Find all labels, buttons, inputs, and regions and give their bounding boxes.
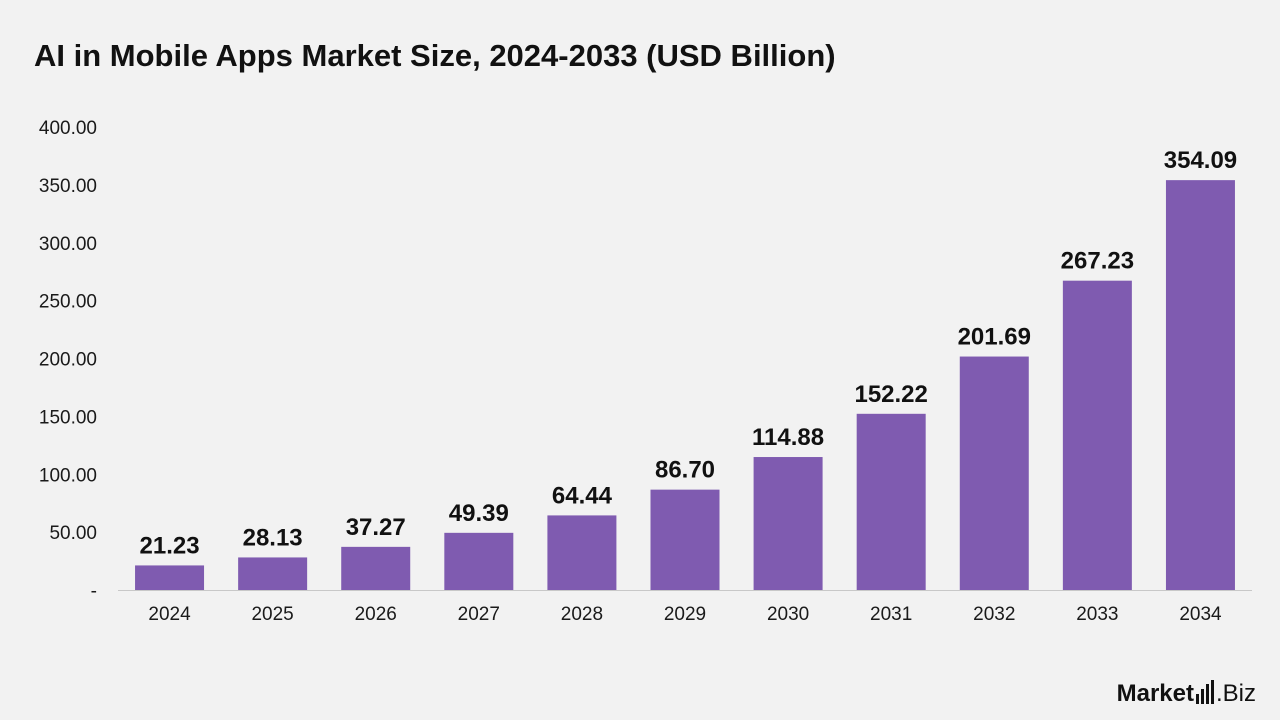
x-tick-label: 2028 [561, 604, 603, 625]
bar-2026 [341, 546, 411, 590]
x-tick-label: 2029 [664, 604, 706, 625]
y-tick-label: 50.00 [49, 523, 97, 544]
y-tick-label: 150.00 [39, 407, 97, 428]
x-tick-label: 2027 [458, 604, 500, 625]
y-tick-label: - [91, 581, 97, 602]
x-tick-label: 2032 [973, 604, 1015, 625]
x-tick-label: 2030 [767, 604, 809, 625]
data-label-2024: 21.23 [140, 532, 200, 559]
bar-2033 [1062, 280, 1132, 590]
bar-2025 [238, 557, 308, 590]
logo-suffix: .Biz [1215, 680, 1256, 707]
bar-2024 [135, 565, 205, 590]
y-tick-label: 400.00 [39, 118, 97, 139]
y-axis: - 50.00 100.00 150.00 200.00 250.00 300.00 350.… [39, 118, 97, 602]
bar-2032 [959, 356, 1029, 590]
y-tick-label: 250.00 [39, 292, 97, 313]
bar-2034 [1165, 180, 1235, 591]
data-label-2032: 201.69 [958, 324, 1031, 351]
data-label-2026: 37.27 [346, 514, 406, 541]
x-tick-label: 2024 [148, 604, 191, 625]
bar-2031 [856, 413, 926, 590]
logo-bars-icon [1195, 680, 1214, 704]
y-tick-label: 300.00 [39, 234, 97, 255]
x-tick-label: 2033 [1076, 604, 1118, 625]
y-tick-label: 350.00 [39, 176, 97, 197]
x-axis: 2024 2025 2026 2027 2028 2029 2030 2031 2032 2033… [148, 604, 1222, 625]
brand-logo: Market .Biz [1117, 680, 1256, 708]
y-tick-label: 200.00 [39, 350, 97, 371]
x-tick-label: 2034 [1179, 604, 1222, 625]
data-label-2027: 49.39 [449, 500, 509, 527]
data-label-2025: 28.13 [243, 524, 303, 551]
bar-2029 [650, 489, 720, 590]
data-label-2030: 114.88 [752, 424, 824, 451]
data-label-2028: 64.44 [552, 482, 613, 509]
bars: 21.23 28.13 37.27 49.39 64.44 86.70 114.88 152.… [135, 147, 1237, 591]
data-label-2033: 267.23 [1061, 248, 1134, 275]
bar-2030 [753, 457, 823, 590]
data-label-2034: 354.09 [1164, 147, 1237, 174]
x-tick-label: 2031 [870, 604, 912, 625]
x-tick-label: 2026 [355, 604, 397, 625]
data-label-2031: 152.22 [854, 381, 927, 408]
bar-2028 [547, 515, 617, 590]
logo-brand: Market [1116, 680, 1194, 707]
bar-2027 [444, 532, 514, 590]
y-tick-label: 100.00 [39, 465, 97, 486]
data-label-2029: 86.70 [655, 457, 715, 484]
x-tick-label: 2025 [251, 604, 293, 625]
chart-title: AI in Mobile Apps Market Size, 2024-2033… [34, 38, 836, 73]
